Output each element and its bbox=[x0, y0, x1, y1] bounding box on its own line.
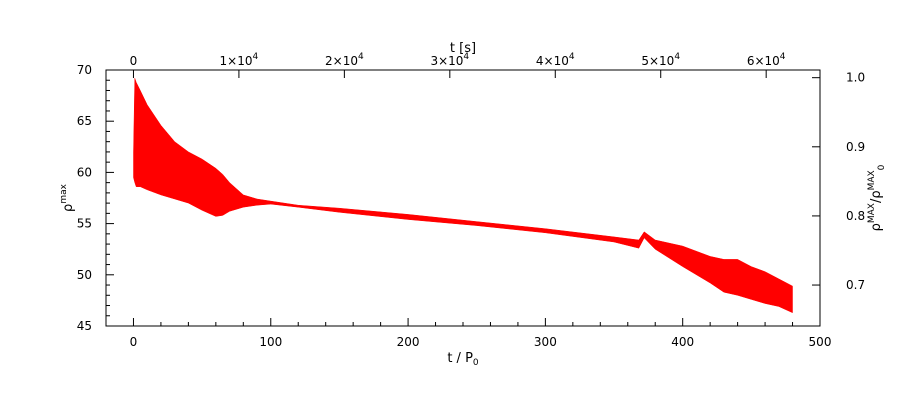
right-tick-label: 0.8 bbox=[846, 209, 865, 223]
y-tick-label: 55 bbox=[77, 217, 92, 231]
x-tick-label: 200 bbox=[397, 335, 420, 349]
top-axis-title: t [s] bbox=[450, 41, 476, 56]
x-tick-label: 500 bbox=[809, 335, 832, 349]
top-tick-label: 4×104 bbox=[536, 52, 575, 68]
y-axis-title: ρmax bbox=[59, 183, 76, 212]
top-tick-label: 2×104 bbox=[325, 52, 364, 68]
y-tick-label: 45 bbox=[77, 319, 92, 333]
right-axis-title: ρMAX/ρMAX0 bbox=[867, 164, 887, 231]
right-axis-title-mid: /ρ bbox=[869, 190, 884, 203]
right-tick-label: 1.0 bbox=[846, 71, 865, 85]
x-axis-title: t / P0 bbox=[447, 351, 479, 368]
right-axis-title-sup2: MAX bbox=[867, 170, 877, 190]
tick-layer bbox=[106, 69, 821, 327]
right-tick-label: 0.7 bbox=[846, 278, 865, 292]
x-tick-label: 0 bbox=[130, 335, 138, 349]
top-tick-label: 1×104 bbox=[220, 52, 259, 68]
top-tick-label: 5×104 bbox=[641, 52, 680, 68]
right-axis-title-sup: MAX bbox=[867, 203, 877, 223]
y-tick-label: 60 bbox=[77, 165, 92, 179]
right-tick-label: 0.9 bbox=[846, 140, 865, 154]
x-tick-label: 400 bbox=[671, 335, 694, 349]
data-band-layer bbox=[133, 78, 793, 314]
x-axis-title-sub: 0 bbox=[473, 358, 479, 368]
x-tick-label: 300 bbox=[534, 335, 557, 349]
y-tick-label: 65 bbox=[77, 114, 92, 128]
x-axis-title-main: t / P bbox=[447, 351, 473, 366]
y-tick-label: 70 bbox=[77, 63, 92, 77]
right-axis-title-sub: 0 bbox=[877, 164, 887, 170]
top-tick-label: 6×104 bbox=[747, 52, 786, 68]
tick-label-layer: 0 100 200 300 400 500 45 50 55 60 65 70 0 1×104 2×104 3… bbox=[77, 52, 865, 349]
y-axis-title-sup: max bbox=[59, 183, 69, 203]
right-axis-title-main: ρ bbox=[869, 223, 884, 231]
top-tick-label: 3×104 bbox=[430, 52, 469, 68]
y-axis-title-main: ρ bbox=[61, 204, 76, 212]
series-band-0 bbox=[133, 78, 793, 314]
x-tick-label: 100 bbox=[259, 335, 282, 349]
y-tick-label: 50 bbox=[77, 268, 92, 282]
top-tick-label: 0 bbox=[130, 54, 138, 68]
